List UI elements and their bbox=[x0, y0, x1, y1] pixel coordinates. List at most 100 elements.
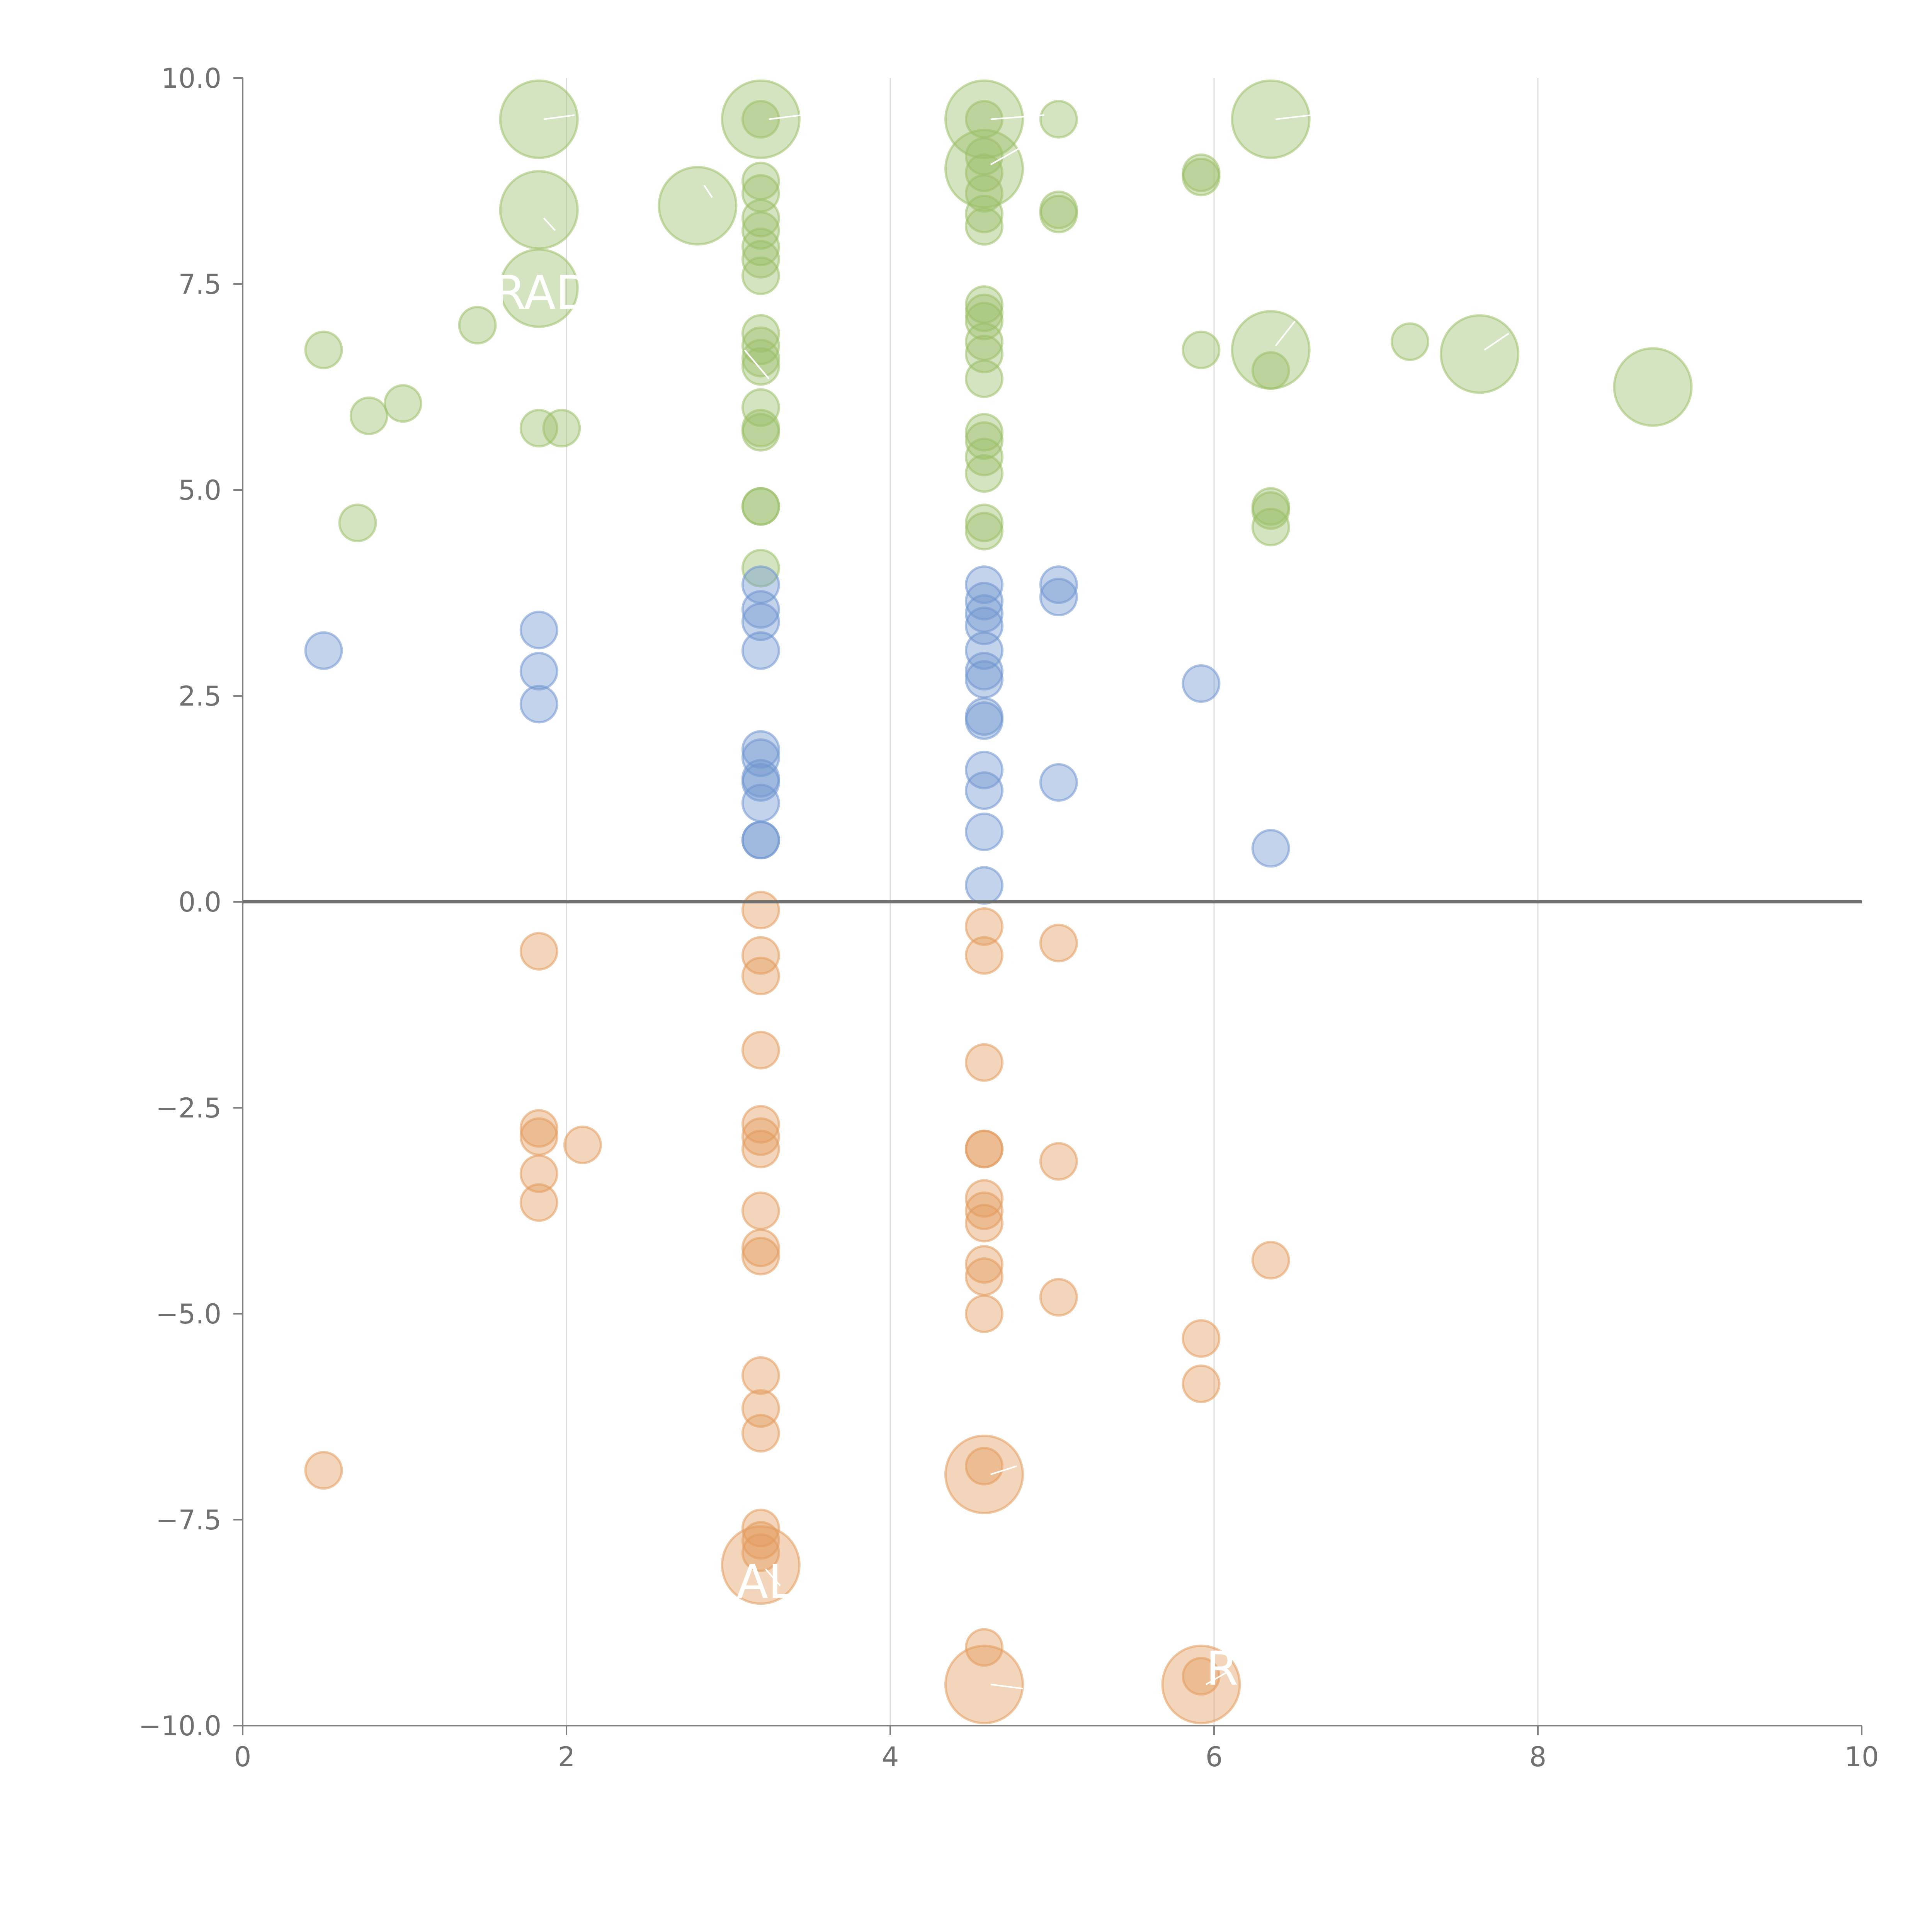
y-tick-label: −7.5 bbox=[156, 1504, 221, 1536]
annotations: RAD AL RP bbox=[493, 266, 1266, 1696]
green-bubble bbox=[338, 503, 377, 543]
green-bubble bbox=[383, 384, 422, 423]
ticks: 0 2 4 6 8 10 −10.0 −7.5 −5.0 −2.5 0.0 2.5 5.0 7.5 10.0 bbox=[138, 63, 1879, 1773]
orange-bubble bbox=[741, 936, 780, 975]
orange-bubble bbox=[563, 1125, 602, 1164]
orange-bubble bbox=[965, 1191, 1004, 1230]
green-bubble bbox=[965, 207, 1004, 246]
green-bubble bbox=[1039, 100, 1078, 139]
y-tick-label: 10.0 bbox=[161, 63, 221, 94]
callout-line bbox=[744, 349, 770, 379]
green-bubble bbox=[741, 338, 780, 378]
green-bubble bbox=[965, 293, 1004, 332]
orange-bubble bbox=[944, 1434, 1024, 1514]
orange-bubble bbox=[965, 1204, 1004, 1243]
x-tick-label: 4 bbox=[882, 1741, 899, 1773]
callout-line bbox=[990, 1684, 1023, 1690]
green-bubble bbox=[741, 228, 780, 267]
green-bubble bbox=[658, 166, 738, 246]
green-bubble bbox=[965, 421, 1004, 460]
blue-bubble bbox=[965, 866, 1004, 905]
y-tick-label: 7.5 bbox=[179, 269, 221, 300]
orange-bubble bbox=[965, 1043, 1004, 1082]
green-bubble bbox=[304, 330, 343, 369]
blue-bubble bbox=[741, 763, 780, 802]
green-bubble bbox=[965, 454, 1004, 493]
x-tick-label: 0 bbox=[234, 1741, 252, 1773]
y-tick-label: 2.5 bbox=[179, 680, 221, 712]
callout-lines bbox=[543, 114, 1509, 1690]
orange-bubble bbox=[965, 1129, 1004, 1168]
orange-bubble bbox=[519, 1109, 558, 1148]
blue-bubble bbox=[1251, 829, 1290, 868]
green-bubble bbox=[741, 413, 780, 452]
green-bubble bbox=[741, 326, 780, 365]
x-tick-label: 2 bbox=[558, 1741, 575, 1773]
callout-line bbox=[1275, 114, 1311, 120]
green-bubble bbox=[965, 174, 1004, 213]
blue-bubble bbox=[965, 565, 1004, 604]
green-bubble bbox=[944, 79, 1024, 159]
orange-bubble bbox=[1039, 1278, 1078, 1317]
green-bubble bbox=[965, 503, 1004, 543]
callout-line bbox=[1484, 333, 1509, 351]
orange-bubble bbox=[304, 1451, 343, 1490]
orange-bubble bbox=[944, 1645, 1024, 1725]
blue-bubble bbox=[741, 590, 780, 629]
blue-bubble bbox=[741, 631, 780, 670]
orange-bubble bbox=[965, 936, 1004, 975]
callout-line bbox=[769, 114, 801, 120]
orange-bubble bbox=[741, 891, 780, 930]
orange-bubble bbox=[741, 1521, 780, 1560]
green-bubble bbox=[965, 512, 1004, 551]
green-bubble bbox=[741, 256, 780, 295]
x-tick-label: 6 bbox=[1206, 1741, 1223, 1773]
y-tick-label: −5.0 bbox=[156, 1298, 221, 1330]
blue-bubble bbox=[965, 660, 1004, 699]
blue-bubble bbox=[519, 611, 558, 650]
green-bubble bbox=[721, 79, 801, 159]
blue-bubble bbox=[965, 750, 1004, 789]
callout-line bbox=[703, 185, 713, 198]
green-bubble bbox=[499, 248, 579, 328]
orange-bubble bbox=[1251, 1241, 1290, 1280]
orange-bubble bbox=[1182, 1364, 1221, 1403]
orange-bubble bbox=[741, 1191, 780, 1230]
green-bubble bbox=[499, 79, 579, 159]
orange-bubble bbox=[519, 1117, 558, 1156]
orange-bubble bbox=[1182, 1319, 1221, 1358]
callout-line bbox=[765, 1568, 781, 1586]
orange-bubble bbox=[1039, 1142, 1078, 1181]
blue-bubble bbox=[965, 812, 1004, 851]
orange-bubble bbox=[965, 1447, 1004, 1486]
callout-line bbox=[990, 114, 1044, 120]
annotation-label: RP bbox=[1206, 1642, 1266, 1696]
green-bubble bbox=[1440, 314, 1520, 394]
blue-bubble bbox=[519, 685, 558, 724]
green-bubble bbox=[1182, 157, 1221, 196]
green-bubble bbox=[741, 100, 780, 139]
blue-bubble bbox=[519, 652, 558, 691]
green-bubble bbox=[965, 437, 1004, 476]
orange-bubble bbox=[741, 1533, 780, 1572]
orange-bubble bbox=[519, 1154, 558, 1193]
blue-bubble bbox=[741, 602, 780, 641]
green-bubble bbox=[349, 396, 388, 435]
orange-bubble bbox=[965, 1257, 1004, 1296]
orange-bubble bbox=[519, 932, 558, 971]
orange-bubble bbox=[965, 1294, 1004, 1333]
blue-bubble bbox=[965, 771, 1004, 810]
green-bubble bbox=[741, 487, 780, 526]
y-tick-label: 5.0 bbox=[179, 474, 221, 506]
green-bubble bbox=[1039, 194, 1078, 233]
green-bubble bbox=[741, 199, 780, 238]
blue-bubble bbox=[965, 631, 1004, 670]
x-tick-label: 10 bbox=[1844, 1741, 1879, 1773]
orange-bubble bbox=[965, 907, 1004, 946]
orange-bubble bbox=[741, 1117, 780, 1156]
green-bubble bbox=[458, 306, 497, 345]
green-bubble bbox=[1390, 322, 1429, 361]
green-bubble bbox=[965, 359, 1004, 398]
bubbles bbox=[304, 79, 1693, 1725]
